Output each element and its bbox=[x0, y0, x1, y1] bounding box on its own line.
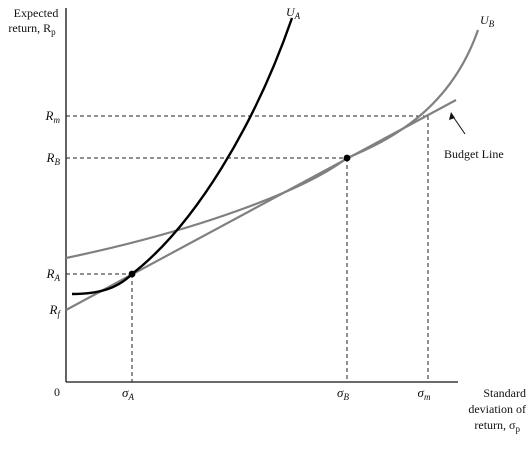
ub-label: UB bbox=[480, 13, 495, 29]
x-tick-sigma-b: σB bbox=[337, 385, 349, 402]
budget-line bbox=[65, 99, 457, 311]
guide-lines bbox=[66, 115, 429, 382]
y-axis-label-line2: return, Rp bbox=[8, 21, 56, 37]
ua-curve bbox=[71, 17, 294, 296]
x-axis-label: Standard bbox=[483, 386, 526, 400]
y-tick-ra: RA bbox=[46, 266, 61, 283]
tangency-point-a bbox=[128, 270, 136, 278]
x-axis-label-line3: return, σp bbox=[474, 418, 520, 434]
y-tick-rm: Rm bbox=[45, 108, 61, 125]
origin-label: 0 bbox=[54, 385, 60, 399]
y-tick-rb: RB bbox=[46, 150, 61, 167]
tangency-point-b bbox=[343, 154, 351, 162]
y-tick-rf: Rf bbox=[49, 302, 62, 319]
y-axis-label: Expected bbox=[14, 6, 59, 20]
ub-curve bbox=[65, 29, 480, 260]
budget-line-arrowhead bbox=[449, 112, 455, 120]
ua-label: UA bbox=[286, 5, 301, 21]
budget-line-label: Budget Line bbox=[444, 147, 504, 161]
x-tick-sigma-m: σm bbox=[418, 385, 431, 402]
x-tick-sigma-a: σA bbox=[122, 385, 134, 402]
x-axis-label-line2: deviation of bbox=[468, 402, 526, 416]
